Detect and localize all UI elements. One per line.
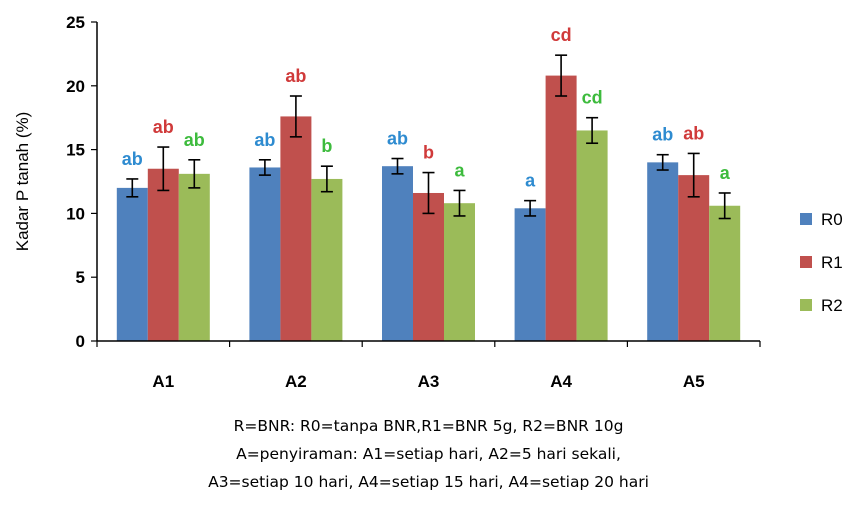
x-tick-label: A2: [285, 372, 307, 391]
bar-r1-a5: [678, 175, 710, 341]
significance-label: ab: [153, 117, 174, 137]
significance-label: ab: [285, 66, 306, 86]
x-tick-label: A1: [152, 372, 174, 391]
significance-label: a: [454, 160, 465, 180]
x-tick-label: A5: [683, 372, 705, 391]
significance-label: ab: [387, 129, 408, 149]
bar-r2-a1: [178, 173, 210, 341]
caption-line-1: R=BNR: R0=tanpa BNR,R1=BNR 5g, R2=BNR 10…: [233, 417, 624, 435]
significance-label: b: [321, 136, 332, 156]
y-tick-label: 20: [66, 77, 85, 96]
bar-r1-a2: [280, 116, 312, 341]
y-axis-label: Kadar P tanah (%): [13, 112, 32, 252]
x-tick-label: A4: [550, 372, 572, 391]
bar-r1-a3: [413, 192, 444, 341]
significance-label: b: [423, 143, 434, 163]
bar-r1-a4: [545, 75, 577, 341]
significance-label: cd: [582, 88, 603, 108]
chart-caption: R=BNR: R0=tanpa BNR,R1=BNR 5g, R2=BNR 10…: [0, 412, 857, 496]
legend-swatch-r2: [800, 299, 812, 311]
y-tick-label: 5: [76, 268, 85, 287]
bar-r0-a3: [382, 166, 413, 341]
legend-label-r0: R0: [821, 210, 843, 229]
significance-label: a: [720, 163, 731, 183]
bar-r0-a1: [116, 187, 148, 341]
bar-r0-a2: [249, 167, 281, 341]
legend-label-r2: R2: [821, 296, 843, 315]
bar-r0-a4: [514, 208, 546, 341]
significance-label: ab: [683, 123, 704, 143]
y-tick-label: 25: [66, 13, 85, 32]
legend-swatch-r0: [800, 213, 812, 225]
significance-label: ab: [184, 130, 205, 150]
y-tick-label: 15: [66, 141, 85, 160]
significance-label: cd: [551, 25, 572, 45]
bar-r2-a3: [444, 203, 475, 341]
significance-label: ab: [254, 130, 275, 150]
significance-label: ab: [122, 149, 143, 169]
y-tick-label: 10: [66, 204, 85, 223]
bar-r1-a1: [147, 168, 179, 341]
bar-r2-a2: [311, 178, 343, 341]
y-tick-label: 0: [76, 332, 85, 351]
legend-label-r1: R1: [821, 253, 843, 272]
x-tick-label: A3: [418, 372, 440, 391]
significance-label: ab: [652, 125, 673, 145]
caption-line-2: A=penyiraman: A1=setiap hari, A2=5 hari …: [236, 445, 621, 463]
bar-r2-a4: [576, 130, 608, 341]
bar-r2-a5: [709, 205, 741, 341]
legend-swatch-r1: [800, 256, 812, 268]
caption-line-3: A3=setiap 10 hari, A4=setiap 15 hari, A4…: [208, 473, 649, 491]
bar-r0-a5: [647, 162, 679, 341]
significance-label: a: [525, 171, 536, 191]
